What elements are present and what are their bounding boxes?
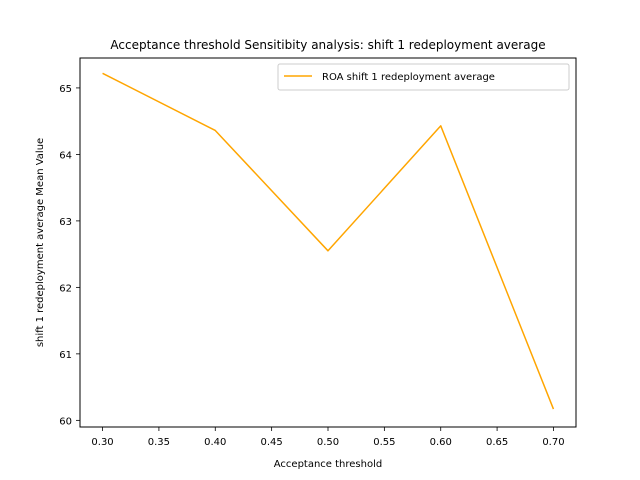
chart-title: Acceptance threshold Sensitibity analysi… xyxy=(110,38,545,52)
x-tick-label: 0.40 xyxy=(204,437,226,448)
legend-box xyxy=(277,63,570,91)
series-layer xyxy=(102,72,555,410)
x-axis-ticks: 0.30 0.35 0.40 0.45 0.50 0.55 0.60 0.65 0.70 xyxy=(91,427,565,448)
y-axis-ticks: 60 61 62 63 64 65 xyxy=(59,84,80,427)
x-tick-label: 0.55 xyxy=(373,437,395,448)
x-axis-label: Acceptance threshold xyxy=(274,459,382,470)
y-tick-label: 64 xyxy=(59,150,72,161)
legend: ROA shift 1 redeployment average xyxy=(277,63,570,91)
legend-label-roa: ROA shift 1 redeployment average xyxy=(322,72,495,83)
x-tick-label: 0.30 xyxy=(91,437,113,448)
x-tick-label: 0.50 xyxy=(317,437,339,448)
x-tick-label: 0.45 xyxy=(261,437,283,448)
plot-frame xyxy=(79,57,577,428)
plot-area xyxy=(80,58,576,427)
x-tick-label: 0.60 xyxy=(430,437,452,448)
x-tick-label: 0.65 xyxy=(486,437,508,448)
y-tick-label: 63 xyxy=(59,217,72,228)
x-tick-label: 0.35 xyxy=(148,437,170,448)
series-line-0 xyxy=(102,72,555,410)
y-axis-label: shift 1 redeployment average Mean Value xyxy=(35,138,46,347)
y-tick-label: 60 xyxy=(59,416,72,427)
y-tick-label: 62 xyxy=(59,283,72,294)
x-tick-label: 0.70 xyxy=(542,437,564,448)
y-tick-label: 65 xyxy=(59,84,72,95)
y-tick-label: 61 xyxy=(59,350,72,361)
